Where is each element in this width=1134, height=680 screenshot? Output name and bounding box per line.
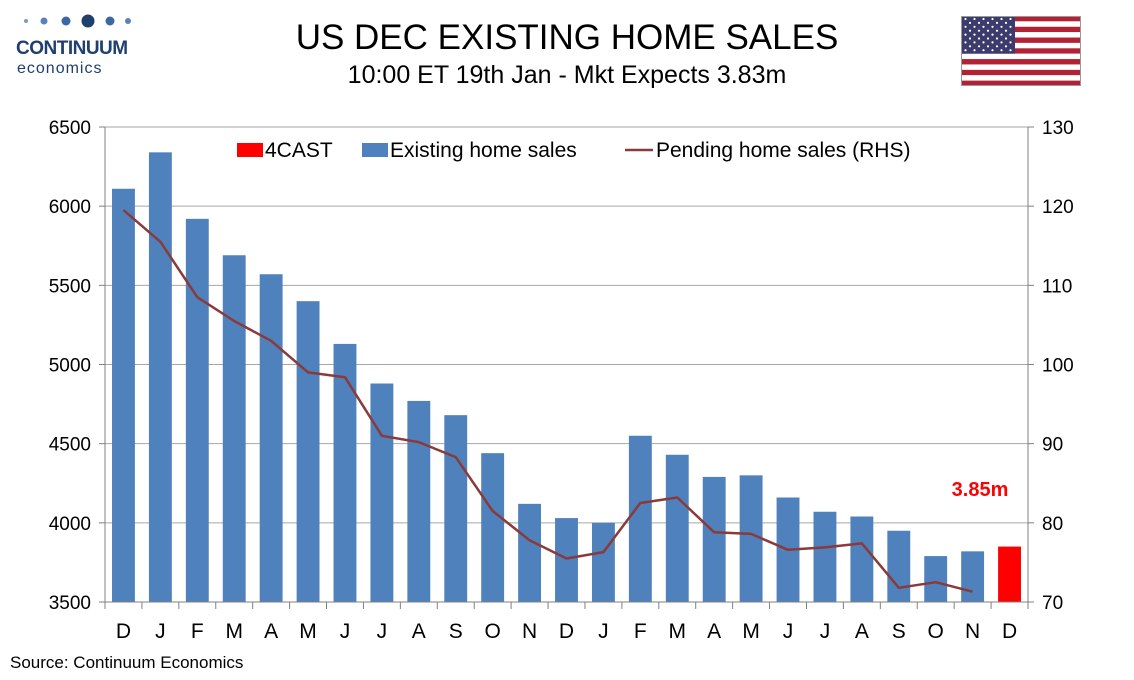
y-left-tick-label: 3500: [49, 593, 91, 614]
existing-sales-bar: [481, 453, 505, 602]
y-right-tick-label: 110: [1042, 276, 1072, 297]
x-tick-label: D: [559, 620, 574, 643]
existing-sales-bar: [924, 556, 948, 602]
legend-item: 4CAST: [237, 139, 333, 162]
existing-sales-bar: [887, 530, 911, 602]
existing-sales-bar: [407, 400, 431, 602]
legend-item: Existing home sales: [362, 139, 577, 162]
existing-sales-bar: [739, 475, 763, 602]
y-left-tick-label: 5000: [49, 356, 91, 377]
x-tick-label: A: [855, 620, 869, 643]
legend-label: Pending home sales (RHS): [656, 139, 910, 162]
x-tick-label: J: [783, 620, 794, 643]
x-tick-label: J: [377, 620, 388, 643]
x-tick-label: S: [449, 620, 463, 643]
x-tick-label: M: [742, 620, 760, 643]
x-tick-label: S: [892, 620, 906, 643]
existing-sales-bar: [259, 274, 283, 602]
legend-swatch: [362, 143, 388, 157]
chart-title: US DEC EXISTING HOME SALES: [295, 18, 839, 57]
logo-dots-icon: [24, 14, 131, 28]
existing-sales-bar: [665, 454, 689, 602]
existing-sales-bar: [591, 522, 615, 602]
existing-sales-bar: [112, 188, 135, 602]
x-tick-label: A: [412, 620, 426, 643]
y-right-tick-label: 80: [1042, 514, 1063, 535]
x-tick-label: J: [340, 620, 351, 643]
forecast-bar: [998, 546, 1021, 602]
x-tick-label: F: [191, 620, 204, 643]
pending-sales-line: [122, 209, 973, 593]
existing-sales-bar: [813, 511, 837, 602]
x-tick-label: N: [522, 620, 537, 643]
existing-sales-bar: [148, 152, 172, 603]
x-tick-label: N: [965, 620, 980, 643]
forecast-annotation: 3.85m: [952, 479, 1009, 501]
existing-sales-bar: [628, 435, 652, 602]
logo-name: CONTINUUM: [16, 38, 128, 59]
existing-sales-bar: [370, 383, 394, 602]
existing-sales-bar: [702, 476, 726, 602]
logo-subtitle: economics: [17, 60, 103, 77]
source-note: Source: Continuum Economics: [10, 653, 244, 672]
y-right-tick-label: 90: [1042, 435, 1063, 456]
us-flag-icon: [961, 16, 1081, 86]
x-tick-label: A: [264, 620, 278, 643]
y-left-tick-label: 6500: [49, 118, 91, 139]
y-left-tick-label: 4000: [49, 514, 91, 535]
x-tick-label: A: [707, 620, 721, 643]
legend-label: Existing home sales: [390, 139, 577, 162]
x-tick-label: M: [669, 620, 687, 643]
legend-label: 4CAST: [265, 139, 333, 162]
y-right-tick-label: 70: [1042, 593, 1063, 614]
x-tick-label: J: [155, 620, 166, 643]
y-left-tick-label: 6000: [49, 197, 91, 218]
y-right-tick-label: 100: [1042, 356, 1074, 377]
y-left-tick-label: 4500: [49, 435, 91, 456]
existing-sales-bar: [296, 301, 320, 602]
existing-sales-bar: [444, 415, 468, 602]
chart-subtitle: 10:00 ET 19th Jan - Mkt Expects 3.83m: [347, 61, 787, 89]
x-tick-label: O: [484, 620, 500, 643]
existing-sales-bar: [333, 343, 357, 602]
y-right-tick-label: 120: [1042, 197, 1074, 218]
x-tick-label: J: [820, 620, 831, 643]
y-left-tick-label: 5500: [49, 276, 91, 297]
x-tick-label: F: [634, 620, 647, 643]
existing-sales-bar: [850, 516, 874, 602]
existing-sales-bar: [185, 218, 209, 603]
legend-item: Pending home sales (RHS): [625, 139, 910, 162]
x-tick-label: D: [1002, 620, 1017, 643]
existing-sales-bar: [555, 518, 578, 602]
x-tick-label: M: [225, 620, 243, 643]
x-tick-label: O: [928, 620, 944, 643]
existing-sales-bar: [518, 503, 542, 602]
x-tick-label: J: [598, 620, 609, 643]
legend-swatch: [237, 143, 263, 157]
y-right-tick-label: 130: [1042, 118, 1074, 139]
existing-sales-bar: [961, 551, 985, 602]
existing-sales-bar: [222, 255, 246, 602]
x-tick-label: M: [299, 620, 317, 643]
continuum-logo: CONTINUUM economics: [10, 12, 150, 82]
x-tick-label: D: [116, 620, 131, 643]
